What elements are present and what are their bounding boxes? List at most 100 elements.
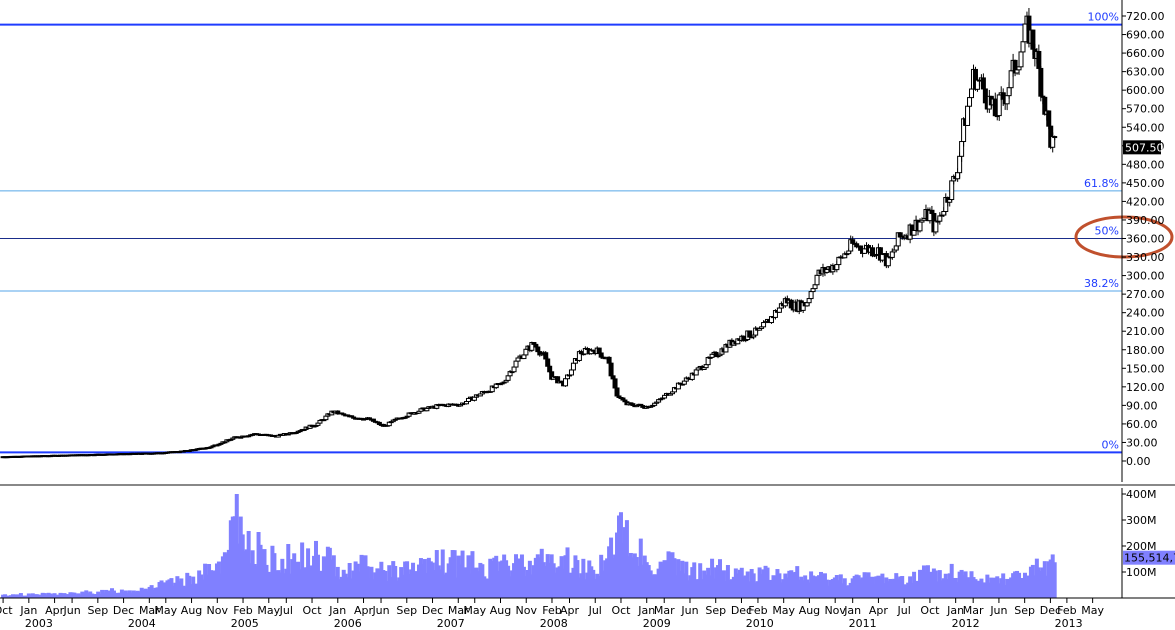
volume-bar	[440, 549, 445, 598]
month-label: Nov	[824, 604, 846, 617]
candle-body	[535, 346, 541, 353]
month-label: Mar	[963, 604, 984, 617]
price-tick-label: 570.00	[1126, 103, 1165, 116]
candle-body	[1008, 70, 1014, 89]
candle-body	[957, 155, 963, 174]
price-tick-label: 30.00	[1126, 436, 1158, 449]
volume-tick-label: 200M	[1126, 540, 1157, 553]
candle-body	[543, 352, 549, 360]
candle-body	[1004, 95, 1010, 105]
year-label: 2008	[540, 617, 568, 630]
month-label: Jul	[588, 604, 602, 617]
month-label: Mar	[654, 604, 675, 617]
month-label: Jun	[680, 604, 698, 617]
fib-label: 61.8%	[1084, 177, 1119, 190]
month-label: Jan	[328, 604, 346, 617]
candle-body	[996, 94, 1002, 117]
price-axis: 720.00 690.00 660.00 630.00 600.00 570.00 540.…	[1121, 0, 1165, 482]
candle-body	[969, 88, 975, 99]
month-label: Dec	[731, 604, 752, 617]
last-volume-badge	[1123, 550, 1175, 565]
candle-body	[933, 220, 939, 233]
candle-body	[893, 245, 899, 251]
candle-body	[1052, 136, 1058, 139]
price-tick-label: 360.00	[1126, 233, 1165, 246]
price-tick-label: 420.00	[1126, 195, 1165, 208]
fib-label: 100%	[1088, 11, 1119, 24]
price-tick-label: 240.00	[1126, 307, 1165, 320]
candle-body	[693, 369, 699, 376]
month-label: Jan	[946, 604, 964, 617]
volume-tick-label: 300M	[1126, 514, 1157, 527]
candle-body	[1046, 110, 1052, 127]
year-label: 2009	[643, 617, 671, 630]
candle-body	[1030, 29, 1036, 50]
candle-body	[1036, 50, 1042, 69]
candle-body	[1038, 67, 1044, 97]
month-label: Dec	[422, 604, 443, 617]
candle-body	[1018, 51, 1024, 68]
candle-body	[598, 352, 604, 358]
candle-body	[323, 415, 329, 421]
candle-body	[911, 229, 917, 236]
candle-body	[937, 215, 943, 222]
volume-bar	[684, 561, 689, 598]
price-tick-label: 480.00	[1126, 158, 1165, 171]
candle-body	[806, 298, 812, 304]
month-label: Oct	[0, 604, 13, 617]
price-tick-label: 180.00	[1126, 344, 1165, 357]
volume-bar	[565, 547, 570, 598]
candle-body	[879, 253, 885, 261]
year-label: 2005	[231, 617, 259, 630]
volume-tick-label: 400M	[1126, 488, 1157, 501]
month-label: Aug	[799, 604, 820, 617]
candle-body	[523, 348, 529, 356]
candle-body	[982, 88, 988, 104]
candle-body	[608, 362, 614, 377]
volume-bar	[452, 550, 457, 598]
price-tick-label: 60.00	[1126, 418, 1158, 431]
price-tick-label: 450.00	[1126, 177, 1165, 190]
candle-body	[563, 378, 569, 387]
month-label: May	[154, 604, 177, 617]
price-panel-background	[0, 0, 1122, 482]
price-panel: 100% 61.8% 50% 38.2% 0%	[0, 0, 1174, 482]
month-label: Aug	[181, 604, 202, 617]
month-label: Oct	[920, 604, 940, 617]
candle-body	[941, 210, 947, 216]
price-tick-label: 300.00	[1126, 270, 1165, 283]
candle-body	[869, 247, 875, 257]
month-label: Jan	[843, 604, 861, 617]
candle-body	[570, 362, 576, 371]
candle-body	[959, 141, 965, 157]
candle-body	[612, 378, 618, 389]
month-label: May	[257, 604, 280, 617]
price-tick-label: 330.00	[1126, 251, 1165, 264]
month-label: May	[463, 604, 486, 617]
volume-bar	[717, 559, 722, 598]
candle-body	[1006, 87, 1012, 97]
price-tick-label: 690.00	[1126, 29, 1165, 42]
candle-body	[511, 366, 517, 373]
price-tick-label: 120.00	[1126, 381, 1165, 394]
candle-body	[606, 356, 612, 364]
year-label: 2011	[849, 617, 877, 630]
month-label: Apr	[869, 604, 889, 617]
last-price-label: 507.50	[1125, 141, 1164, 154]
month-label: Jun	[989, 604, 1007, 617]
month-label: Mar	[139, 604, 160, 617]
month-label: Jul	[897, 604, 911, 617]
month-label: Feb	[233, 604, 252, 617]
volume-bar	[581, 558, 586, 598]
price-tick-label: 720.00	[1126, 10, 1165, 23]
month-label: Oct	[611, 604, 631, 617]
candle-body	[812, 284, 818, 290]
candle-body	[747, 330, 753, 338]
year-label: 2003	[25, 617, 53, 630]
year-label: 2006	[334, 617, 362, 630]
price-tick-label: 90.00	[1126, 399, 1158, 412]
price-tick-label: 540.00	[1126, 121, 1165, 134]
candle-body	[761, 322, 767, 328]
candle-body	[1022, 23, 1028, 43]
price-tick-label: 660.00	[1126, 47, 1165, 60]
